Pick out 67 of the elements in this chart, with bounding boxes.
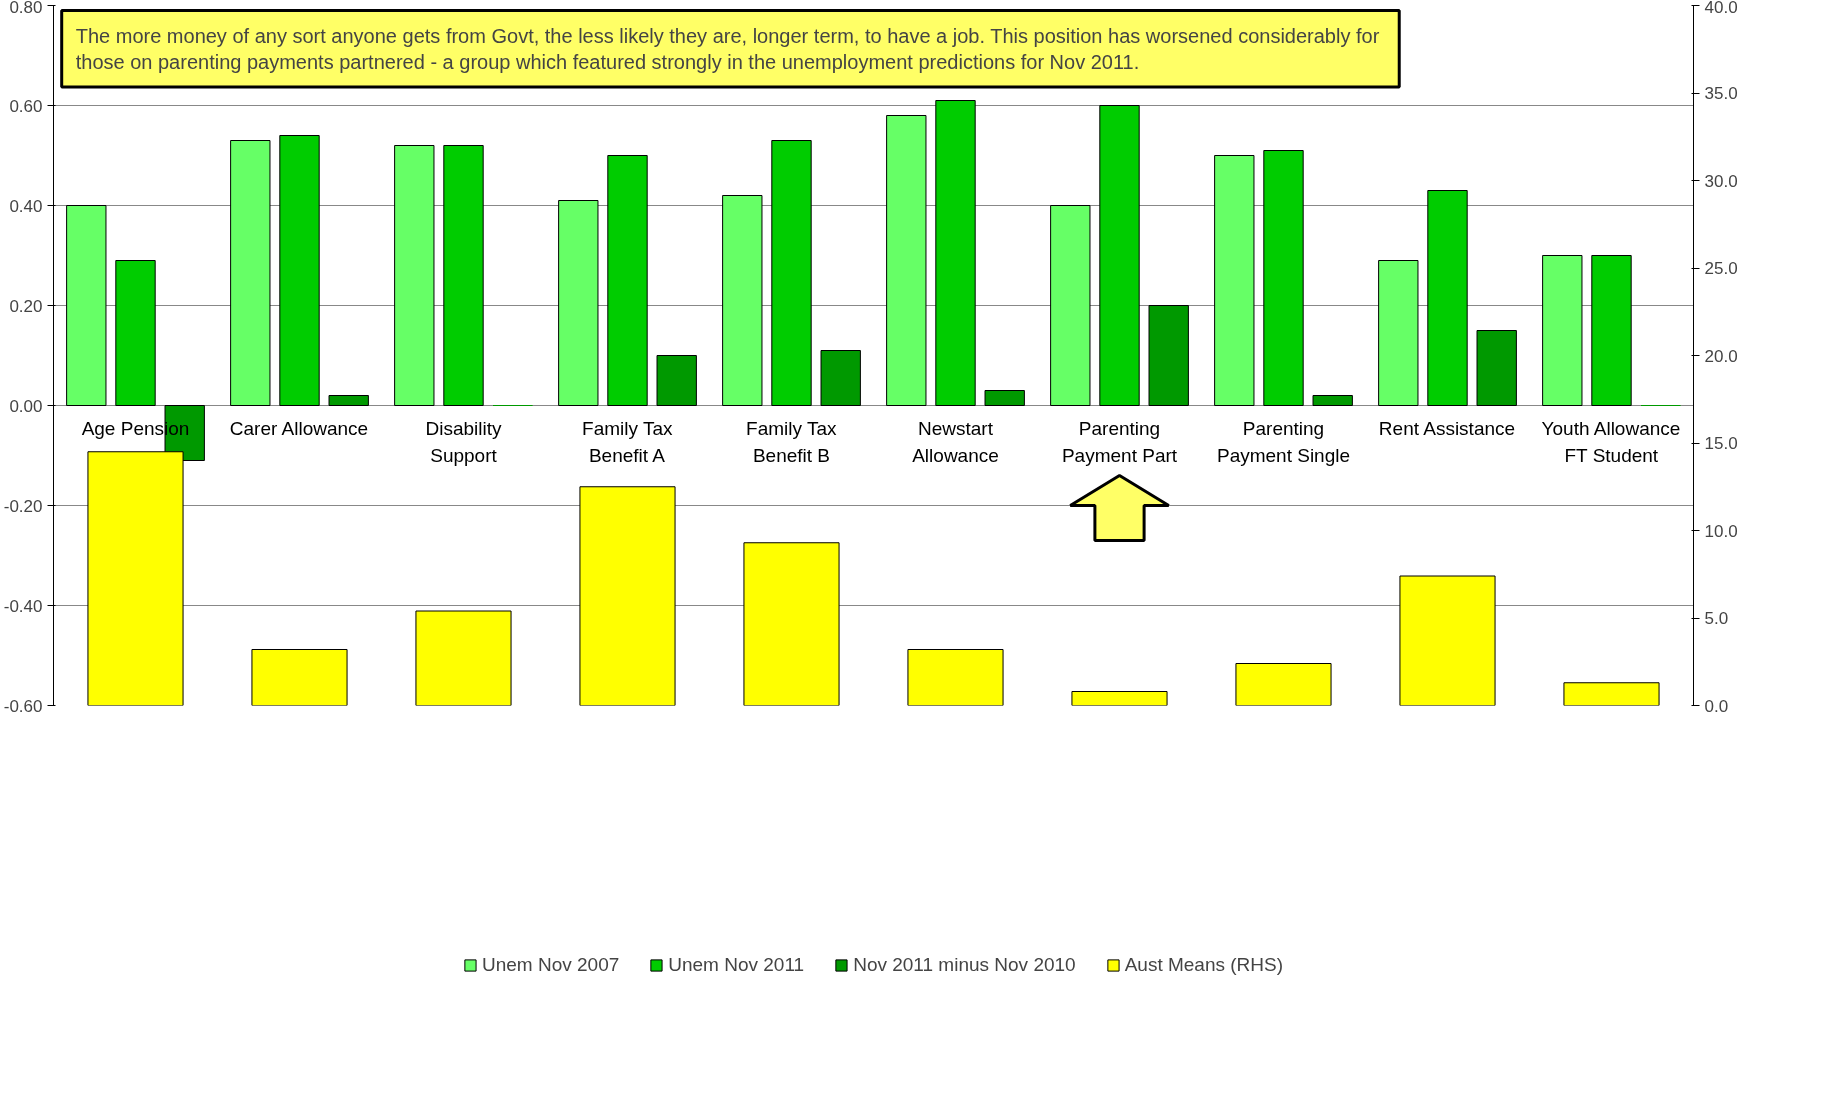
bar [656,355,697,406]
y-tick-label: 0.60 [9,96,43,116]
bar [230,140,271,406]
bar [1050,205,1091,406]
x-tick-label: Disability Support [425,417,503,466]
y2-tick-label: 35.0 [1704,84,1738,103]
bar [1591,255,1632,406]
x-tick-label: Newstart Allowance [912,417,999,466]
bar [558,200,599,406]
bar [722,195,763,406]
bar [771,140,812,406]
bar [279,135,320,406]
bar [1263,150,1304,406]
bar [935,100,976,406]
y-tick-label: 0.80 [9,0,43,17]
x-tick-label: Carer Allowance [229,417,369,439]
y2-tick-label: 0.0 [1704,696,1729,716]
y2-tick-label: 15.0 [1704,434,1738,453]
bar [820,350,861,406]
y2-tick-label: 5.0 [1704,609,1729,628]
bar [1099,105,1140,406]
bar [984,390,1025,406]
bar [1214,155,1255,406]
y2-tick-label: 25.0 [1704,259,1738,278]
y2-tick-label: 40.0 [1704,0,1738,17]
bar [1312,395,1353,406]
bar [394,145,435,406]
legend-label: Unem Nov 2011 [668,954,805,976]
y-tick-label: -0.40 [3,596,43,616]
y-tick-label: -0.60 [3,696,43,716]
legend-label: Nov 2011 minus Nov 2010 [853,954,1076,976]
x-tick-label: Parenting Payment Part [1061,417,1178,466]
y2-tick-label: 10.0 [1704,521,1738,541]
legend-label: Unem Nov 2007 [481,954,620,976]
y-tick-label: 0.00 [9,396,43,416]
legend-label: Aust Means (RHS) [1124,954,1284,976]
bar [579,486,676,706]
y2-tick-label: 20.0 [1704,346,1738,366]
annotation: The more money of any sort anyone gets from Govt, the less likely they are, longer term, to have a job. This position has worsened considerably for those on parenting payments partnered - a group which featured strongly in the unemployment predictions for Nov 2011. [75,24,1380,73]
bar [328,395,369,406]
bar [907,649,1004,706]
x-tick-label: Family Tax Benefit A [582,417,674,466]
bar [251,649,348,706]
bar [743,542,840,706]
bar [1148,305,1189,406]
y-tick-label: 0.40 [9,196,43,216]
y2-tick-label: 30.0 [1704,171,1738,191]
x-tick-label: Parenting Payment Single [1216,417,1351,466]
bar [1071,691,1168,706]
bar [66,205,107,406]
bar [886,115,927,406]
x-tick-label: Youth Allowance FT Student [1541,417,1681,466]
bar [1378,260,1419,406]
bar [115,260,156,406]
bar [1563,682,1660,706]
bar [1542,255,1583,406]
x-tick-label: Rent Assistance [1378,417,1516,439]
bar [1399,575,1496,706]
y-tick-label: -0.20 [3,496,43,516]
x-tick-label: Family Tax Benefit B [746,417,838,466]
bar [1476,330,1517,406]
bar [1427,190,1468,406]
bar [443,145,484,406]
bar [607,155,648,406]
bar [1235,663,1332,706]
bar [415,610,512,706]
y-tick-label: 0.20 [9,296,43,316]
